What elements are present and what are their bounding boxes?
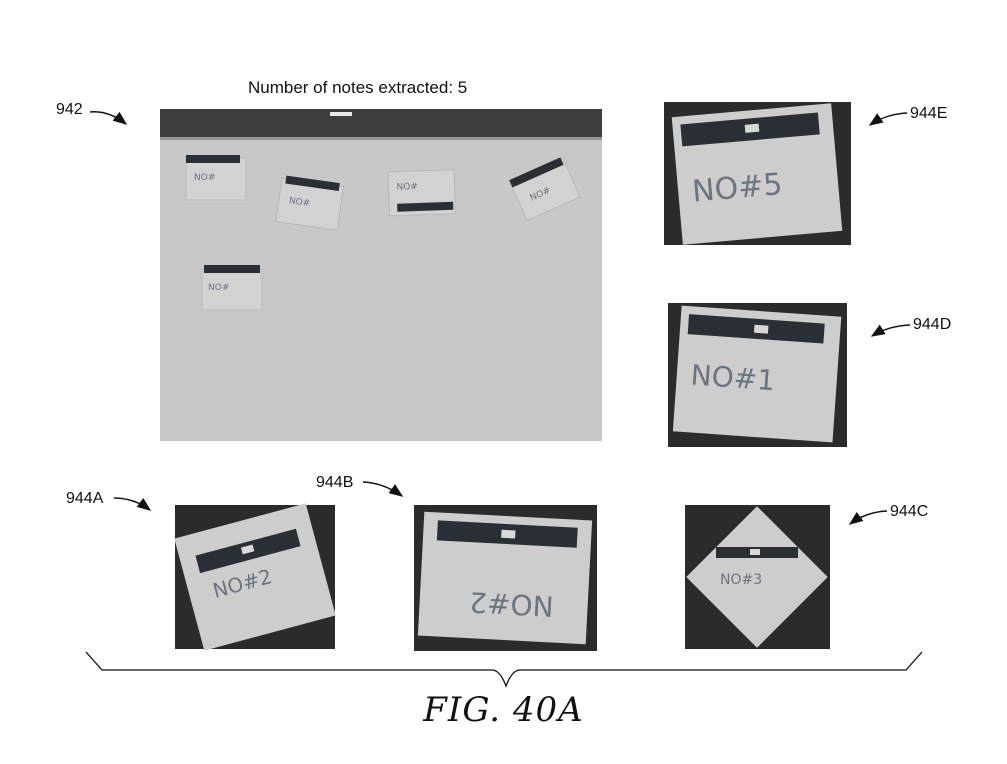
svg-text:NO#: NO#	[194, 173, 215, 183]
arrow-944b	[363, 482, 402, 496]
extracted-note-944e: NO#5	[664, 102, 851, 245]
svg-text:NO#3: NO#3	[720, 572, 762, 588]
extracted-note-944c: NO#3	[685, 505, 830, 649]
whiteboard-note: NO#	[202, 265, 262, 310]
extracted-note-944a: NO#2	[174, 503, 335, 650]
whiteboard-note: NO#	[186, 155, 246, 200]
svg-text:NO#: NO#	[396, 182, 418, 193]
svg-text:NO#: NO#	[208, 283, 229, 293]
whiteboard-note: NO#	[276, 175, 344, 230]
arrow-944d	[872, 325, 910, 336]
extracted-note-944d: NO#1	[668, 303, 847, 447]
arrow-944a	[114, 498, 150, 510]
svg-text:NO#1: NO#1	[690, 358, 776, 397]
svg-text:NO#2: NO#2	[469, 585, 555, 622]
arrow-944c	[850, 511, 887, 524]
arrow-944e	[870, 113, 907, 125]
extracted-note-944b: NO#2	[414, 505, 597, 651]
whiteboard-photo: NO# NO# NO# NO# NO#	[160, 109, 602, 441]
arrow-942	[90, 112, 126, 124]
whiteboard-note: NO#	[388, 170, 455, 216]
figure-title: FIG. 40A	[0, 690, 1007, 730]
grouping-bracket	[86, 652, 922, 686]
